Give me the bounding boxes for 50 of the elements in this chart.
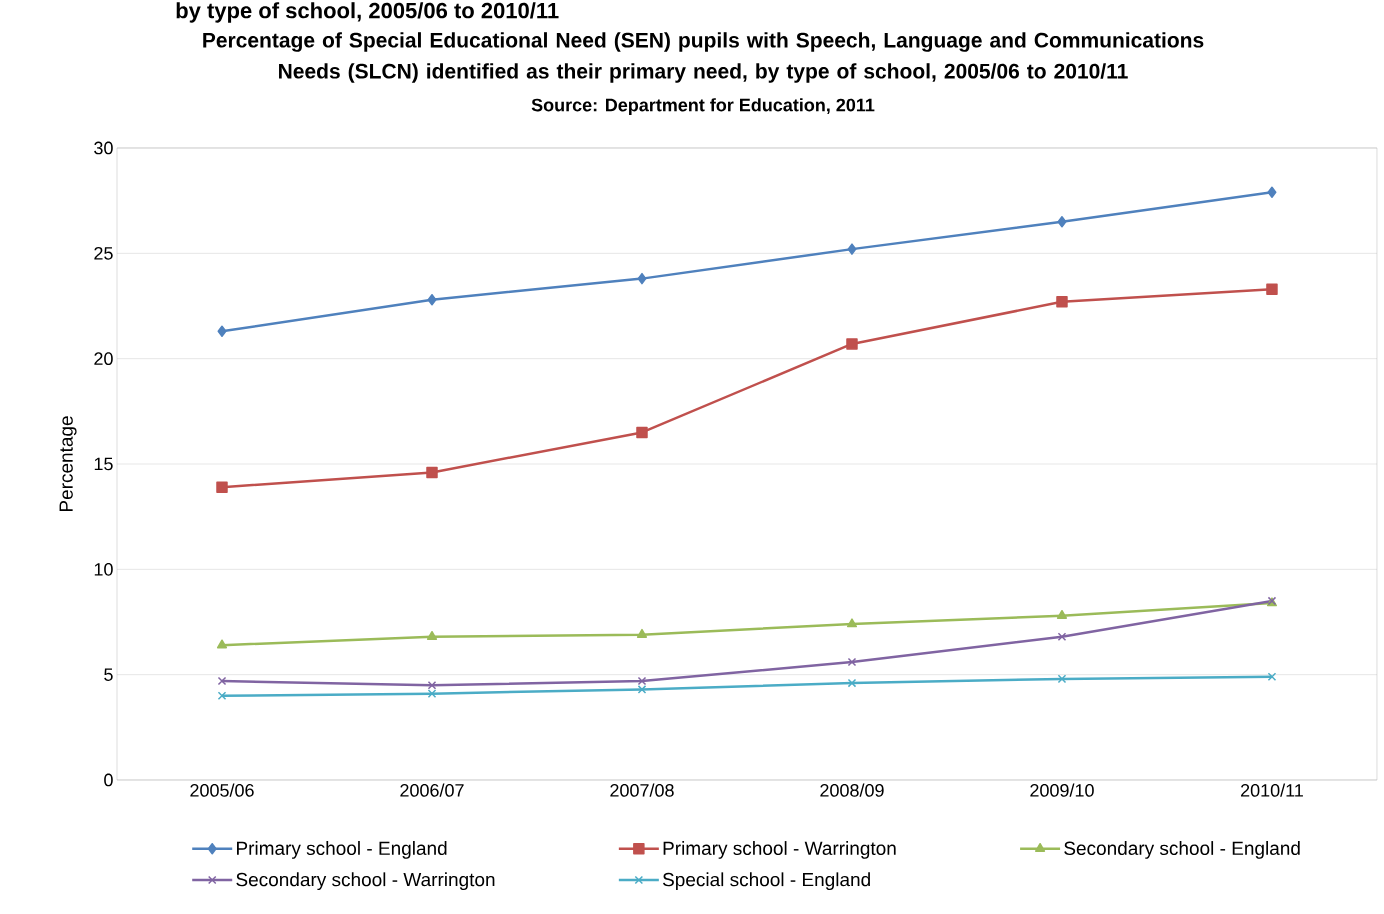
legend-label: Secondary school - England [1064,841,1300,859]
x-tick-label: 2005/06 [190,783,254,797]
point [217,325,227,338]
y-tick-label: 15 [94,457,113,471]
legend-label: Special school - England [662,872,870,891]
legend-label: Primary school - England [237,841,447,859]
point [427,293,437,306]
point [847,657,857,667]
point [637,272,647,285]
x-tick-label: 2007/08 [610,783,674,797]
point [846,338,858,350]
point [427,689,437,698]
point [1056,296,1068,308]
point [636,628,648,638]
point [1056,609,1068,619]
point [426,631,438,640]
y-tick-label: 5 [104,668,113,681]
chart-subtitle: Source: Department for Education, 2011 [531,98,875,115]
legend-label: Primary school - Warrington [663,841,896,859]
point [846,618,858,628]
point [216,481,228,493]
y-axis-title: Percentage [59,416,77,512]
point [637,685,647,694]
point [1057,674,1067,684]
x-tick-label: 2008/09 [820,783,884,797]
y-tick-label: 0 [104,773,113,787]
point [1266,283,1278,295]
y-tick-label: 10 [94,562,113,576]
point [217,691,227,701]
x-tick-label: 2009/10 [1030,783,1094,797]
text: by type of school, 2005/06 to 2010/11 [176,2,559,23]
point [426,466,438,479]
x-tick-label: 2010/11 [1241,783,1303,797]
point [216,639,228,649]
point [217,676,227,686]
point [637,676,647,686]
point [636,426,648,439]
point [1057,632,1067,642]
point [1057,215,1067,228]
point [1267,186,1277,198]
point [427,680,437,690]
y-tick-label: 20 [94,352,113,366]
point [847,678,857,688]
chart-title: Percentage of Special Educational Need (SEN) pupils with Speech, Language and Communications Needs (SLCN) identified as their primary need, by type of school, 2005/06 to 2010/11 [203,32,1204,83]
legend-label: Secondary school - Warrington [236,872,495,891]
x-tick-label: 2006/07 [400,783,464,797]
y-tick-label: 30 [94,141,113,155]
point [847,243,857,255]
point [1267,672,1277,682]
y-tick-label: 25 [94,246,113,260]
